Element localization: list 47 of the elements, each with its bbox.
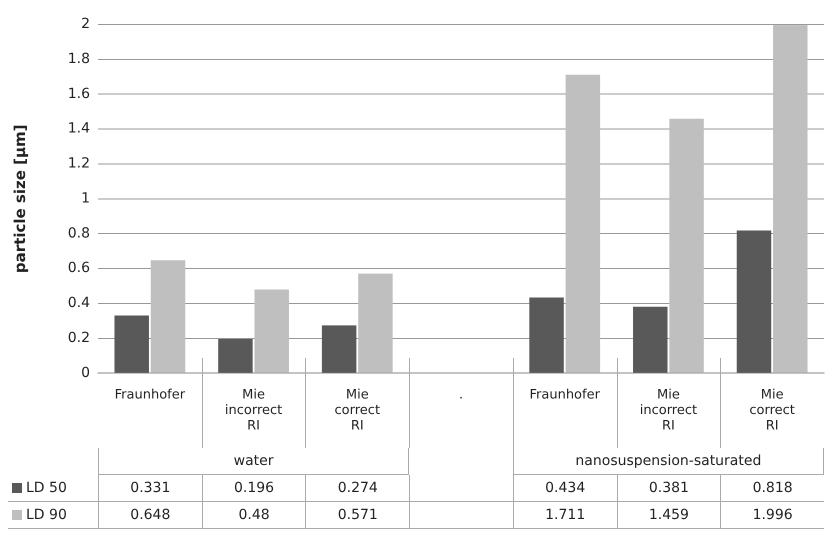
y-tick-label: 0.4 — [68, 295, 90, 312]
data-label: 0.196 — [202, 475, 306, 502]
y-tick-label: 1.6 — [68, 86, 90, 102]
x-tick-label: Fraunhofer — [114, 387, 186, 402]
data-label: 0.434 — [512, 475, 617, 502]
bar — [566, 74, 600, 373]
bar — [633, 306, 668, 373]
bar — [358, 274, 393, 373]
x-tick-label: Mie incorrect RI — [640, 387, 698, 434]
bar — [254, 289, 289, 373]
y-tick-label: 1 — [81, 190, 90, 206]
x-tick-label: Fraunhofer — [529, 387, 601, 402]
bar — [669, 118, 704, 373]
y-tick-label: 0 — [81, 364, 90, 381]
y-tick-label: 1.2 — [68, 156, 90, 172]
y-tick-label: 1.8 — [68, 50, 90, 67]
data-label: 0.331 — [98, 475, 202, 502]
bar — [773, 25, 808, 373]
x-tick-label: Mie incorrect RI — [224, 387, 282, 434]
legend-label: LD 50 — [26, 478, 67, 498]
data-label: 0.571 — [305, 502, 410, 529]
y-axis-title: particle size [µm] — [10, 124, 29, 274]
y-tick-label: 1.4 — [68, 120, 90, 137]
data-label: 0.381 — [616, 475, 720, 502]
bar — [150, 260, 186, 373]
data-label: 0.818 — [720, 475, 824, 502]
text: water — [98, 448, 410, 475]
data-label: 0.48 — [202, 502, 306, 529]
text: nanosuspension-saturated — [512, 448, 824, 475]
data-label: 1.711 — [512, 502, 617, 529]
data-label: 0.648 — [98, 502, 202, 529]
x-tick-label: Mie correct RI — [749, 387, 795, 434]
x-tick-label: . — [458, 387, 464, 402]
legend-label: LD 90 — [26, 506, 67, 524]
bar — [529, 298, 564, 373]
bar — [736, 230, 772, 373]
y-tick-label: 2 — [81, 16, 90, 32]
bar — [322, 325, 356, 373]
y-tick-label: 0.6 — [68, 260, 90, 276]
y-tick-label: 0.8 — [68, 225, 90, 242]
bar — [218, 339, 253, 373]
x-tick-label: Mie correct RI — [334, 387, 380, 434]
data-label: 1.996 — [720, 502, 824, 529]
bar — [114, 315, 149, 373]
data-label: 1.459 — [616, 502, 720, 529]
data-label: 0.274 — [305, 475, 410, 502]
y-tick-label: 0.2 — [68, 330, 90, 346]
